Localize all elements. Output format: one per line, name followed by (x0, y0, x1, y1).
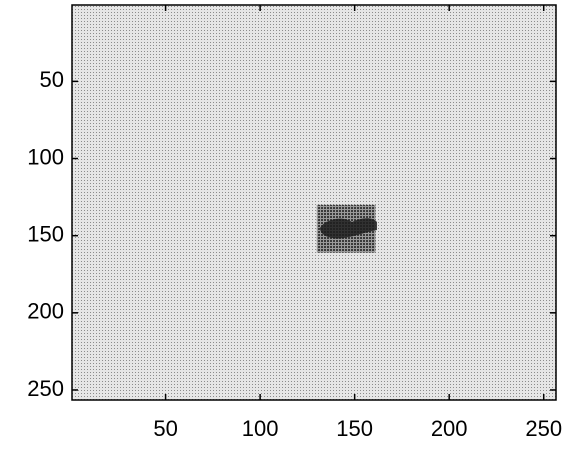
image-background (72, 5, 556, 400)
x-tick-label: 150 (336, 416, 373, 441)
axes-box (71, 4, 557, 401)
x-tick-label: 250 (525, 416, 562, 441)
x-tick-label: 100 (242, 416, 279, 441)
y-tick-label: 200 (27, 299, 64, 324)
plot-area (72, 5, 556, 400)
y-tick-label: 150 (27, 221, 64, 246)
y-tick-label: 100 (27, 144, 64, 169)
y-tick-label: 50 (40, 67, 64, 92)
x-tick-label: 50 (153, 416, 177, 441)
x-tick-label: 200 (431, 416, 468, 441)
y-tick-label: 250 (27, 376, 64, 401)
patch-detail (320, 218, 377, 239)
dark-blob (320, 218, 377, 239)
